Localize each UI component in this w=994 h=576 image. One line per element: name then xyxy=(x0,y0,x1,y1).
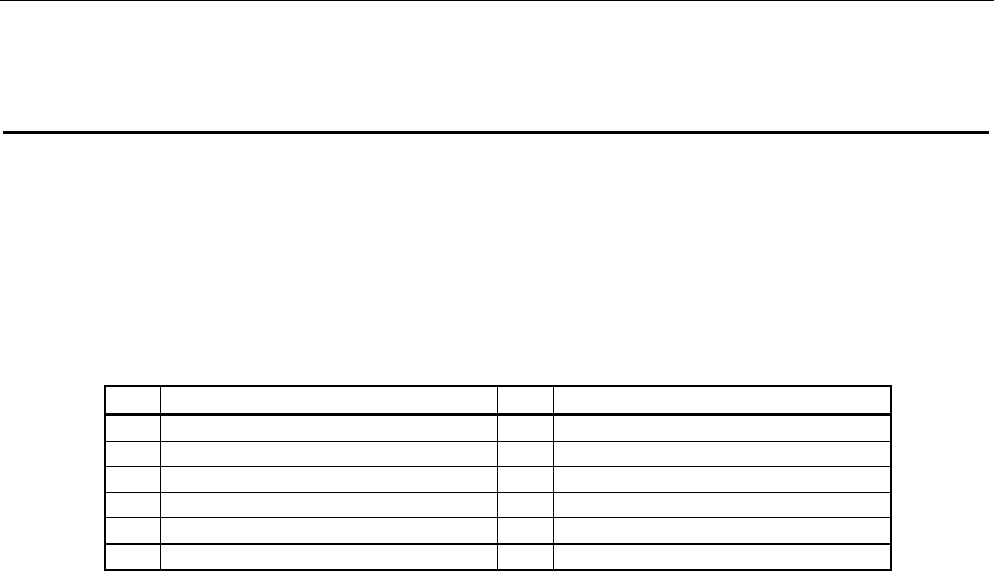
table-cell xyxy=(159,491,498,518)
table-cell xyxy=(159,414,498,442)
table-header-row xyxy=(104,385,892,416)
table-cell xyxy=(552,440,892,467)
table-cell xyxy=(159,542,498,571)
table-row xyxy=(104,517,892,544)
table-cell xyxy=(552,466,892,493)
table-cell xyxy=(159,517,498,544)
header-cell xyxy=(159,385,498,416)
header-cell xyxy=(104,385,161,416)
header-cell xyxy=(552,385,892,416)
table-row xyxy=(104,440,892,467)
table-cell xyxy=(159,466,498,493)
table-row xyxy=(104,542,892,571)
table-cell xyxy=(552,491,892,518)
table-cell xyxy=(496,414,554,442)
top-rule xyxy=(0,0,994,1)
table-cell xyxy=(496,491,554,518)
table-row xyxy=(104,414,892,442)
empty-table xyxy=(104,385,892,571)
table-row xyxy=(104,491,892,518)
header-cell xyxy=(496,385,554,416)
table-cell xyxy=(104,440,161,467)
table-cell xyxy=(159,440,498,467)
table-cell xyxy=(552,542,892,571)
table-cell xyxy=(104,517,161,544)
table-cell xyxy=(104,542,161,571)
header-divider xyxy=(3,131,989,134)
table-cell xyxy=(552,517,892,544)
table-cell xyxy=(496,440,554,467)
table-cell xyxy=(496,542,554,571)
table-cell xyxy=(496,466,554,493)
table-cell xyxy=(496,517,554,544)
table-cell xyxy=(104,414,161,442)
table-row xyxy=(104,466,892,493)
table-cell xyxy=(552,414,892,442)
table-cell xyxy=(104,466,161,493)
table-cell xyxy=(104,491,161,518)
